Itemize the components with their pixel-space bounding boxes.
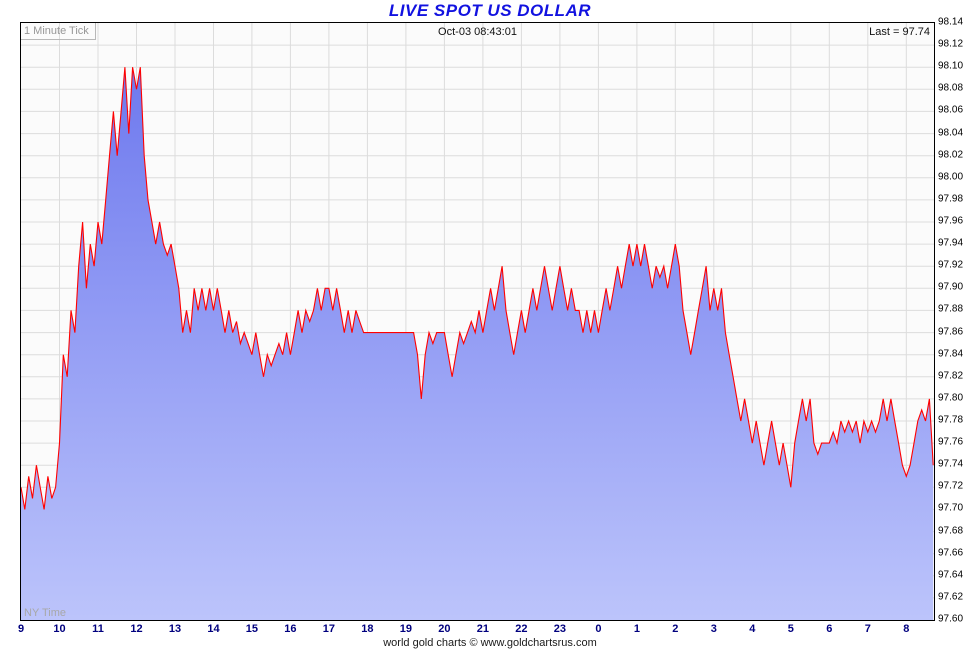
y-axis-label: 97.98 [938,193,964,205]
x-axis-label: 11 [92,623,104,635]
y-axis-label: 98.00 [938,171,964,183]
y-axis-label: 98.04 [938,127,964,139]
x-axis-label: 19 [399,623,413,635]
y-axis-labels: 98.14 98.12 98.10 98.08 98.06 98.04 98.02 98.00… [938,17,980,625]
y-axis-label: 97.62 [938,591,964,603]
y-axis-label: 98.06 [938,104,964,116]
y-axis-label: 97.70 [938,502,964,514]
y-axis-label: 97.64 [938,569,964,581]
x-axis-label: 10 [53,623,66,635]
x-axis-label: 22 [515,623,528,635]
y-axis-label: 97.94 [938,237,964,249]
x-axis-label: 13 [168,623,182,635]
y-axis-label: 97.72 [938,480,964,492]
y-axis-label: 97.66 [938,547,964,559]
timezone-label: NY Time [24,607,66,619]
y-axis-label: 98.14 [938,16,964,28]
x-axis-label: 0 [595,623,602,635]
y-axis-label: 97.86 [938,326,964,338]
x-axis-label: 5 [787,623,794,635]
plot-area: 1 Minute Tick Oct-03 08:43:01 Last = 97.… [20,22,935,621]
x-axis-label: 3 [710,623,717,635]
timestamp-label: Oct-03 08:43:01 [438,26,517,38]
x-axis-label: 14 [207,623,220,635]
tick-interval-label: 1 Minute Tick [21,23,96,40]
x-axis-label: 15 [245,623,259,635]
y-axis-label: 98.08 [938,82,964,94]
y-axis-label: 98.02 [938,149,964,161]
y-axis-label: 98.12 [938,38,964,50]
x-axis-label: 4 [749,623,756,635]
x-axis-label: 23 [553,623,567,635]
x-axis-label: 9 [17,623,25,635]
x-axis-label: 12 [130,623,143,635]
x-axis-label: 18 [361,623,374,635]
y-axis-label: 97.84 [938,348,964,360]
y-axis-label: 97.96 [938,215,964,227]
y-axis-label: 97.82 [938,370,964,382]
price-chart [21,23,934,620]
x-axis-label: 21 [476,623,490,635]
x-axis-label: 7 [864,623,871,635]
x-axis-label: 8 [903,623,910,635]
y-axis-label: 97.78 [938,414,964,426]
credit-label: world gold charts © www.goldchartsrus.co… [383,637,597,649]
area-fill [21,67,934,620]
x-axis-labels: 9 10 11 12 13 14 15 16 17 18 19 20 21 22 23 0 1 2 3 4 5 6 7 8 [17,623,934,637]
y-axis-label: 97.92 [938,259,964,271]
x-axis-label: 20 [438,623,451,635]
x-axis-label: 2 [672,623,679,635]
last-price-label: Last = 97.74 [869,26,930,38]
price-line [21,67,934,510]
y-axis-label: 97.80 [938,392,964,404]
x-axis-label: 16 [284,623,297,635]
x-axis-label: 6 [826,623,833,635]
x-axis-label: 1 [633,623,640,635]
page-title: LIVE SPOT US DOLLAR [388,1,592,20]
y-axis-label: 97.60 [938,613,964,625]
y-axis-label: 97.68 [938,525,964,537]
y-axis-label: 97.90 [938,281,964,293]
y-axis-label: 97.74 [938,458,964,470]
y-axis-label: 98.10 [938,60,964,72]
x-axis-label: 17 [322,623,336,635]
y-axis-label: 97.76 [938,436,964,448]
y-axis-label: 97.88 [938,303,964,315]
